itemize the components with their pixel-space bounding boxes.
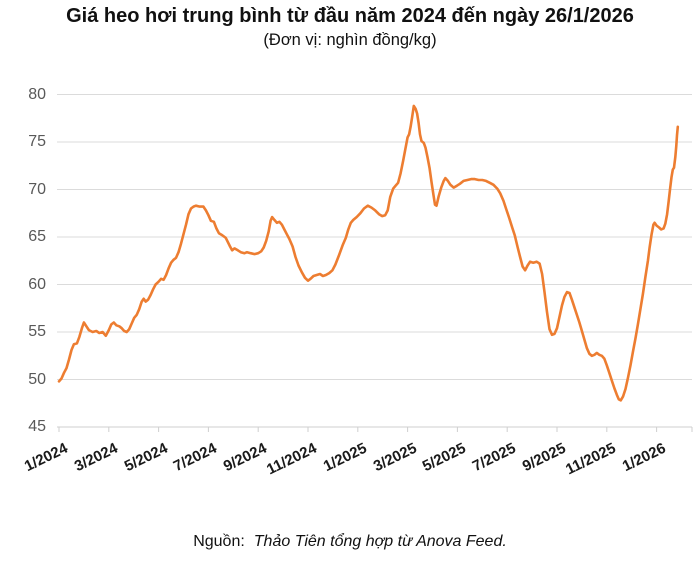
y-axis-label: 80 xyxy=(28,85,46,103)
chart-title: Giá heo hơi trung bình từ đầu năm 2024 đ… xyxy=(66,5,634,27)
y-axis-label: 50 xyxy=(28,370,46,388)
y-axis-label: 55 xyxy=(28,323,46,340)
y-axis-label: 45 xyxy=(28,418,46,435)
price-series-line xyxy=(57,104,680,402)
y-axis-label: 75 xyxy=(28,133,46,150)
y-axis-label: 65 xyxy=(28,228,46,245)
source-line: Nguồn: Thảo Tiên tổng hợp từ Anova Feed. xyxy=(0,533,700,551)
y-axis-label: 70 xyxy=(28,180,46,198)
source-label: Nguồn: xyxy=(193,533,245,550)
y-axis-label: 60 xyxy=(28,275,46,293)
chart-unit-subtitle: (Đơn vị: nghìn đồng/kg) xyxy=(263,31,437,49)
source-text: Thảo Tiên tổng hợp từ Anova Feed. xyxy=(253,533,507,550)
